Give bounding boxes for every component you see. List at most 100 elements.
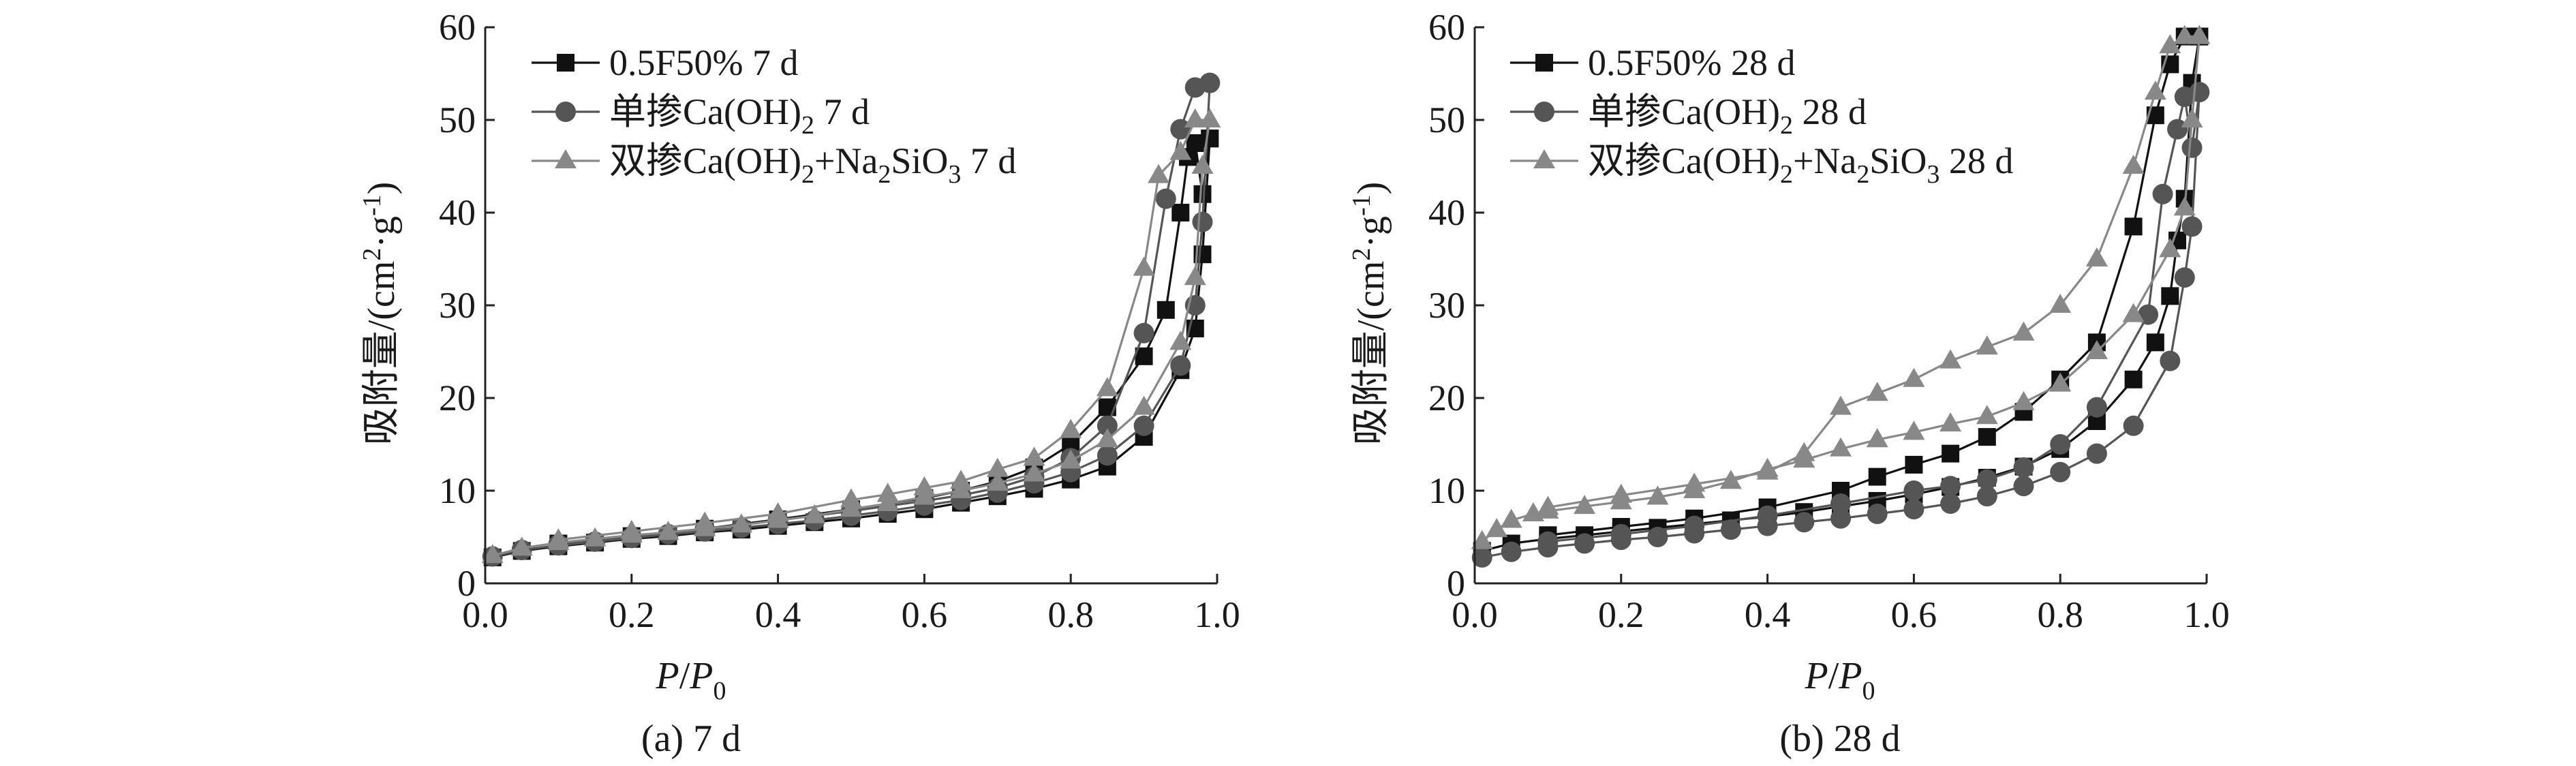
panel-a-square-desorption-point	[1171, 204, 1190, 221]
legend-text-part: SiO	[1869, 140, 1927, 181]
panel-a-y-axis-title-sup1: 2	[358, 248, 386, 261]
panel-b-circle-desorption-point	[2152, 183, 2173, 204]
panel-b-legend-label: 0.5F50% 28 d	[1588, 42, 1796, 83]
panel-b-circle-desorption-point	[1757, 505, 1778, 526]
legend-subscript: 2	[801, 111, 814, 140]
panel-a-legend: 0.5F50% 7 d 单掺Ca(OH)2 7 d双掺Ca(OH)2+Na2SiO…	[532, 42, 1016, 189]
panel-b-legend-label: 单掺Ca(OH)2 28 d	[1588, 91, 1867, 140]
panel-b-triangle-desorption-point	[2144, 80, 2166, 100]
legend-text-part: +Na	[1793, 140, 1856, 181]
panel-b-triangle-adsorption-point	[2159, 238, 2181, 258]
panel-a-y-tick-label: 40	[439, 192, 476, 233]
panel-b-legend-marker	[1534, 102, 1554, 122]
legend-text-part: 单掺Ca(OH)	[609, 91, 801, 132]
panel-b-triangle-desorption-point	[1830, 395, 1852, 415]
panel-a-triangle-adsorption-point	[1023, 462, 1045, 482]
legend-text-part: 7 d	[961, 140, 1016, 181]
panel-a-legend-marker	[555, 149, 577, 168]
panel-a-legend-entry: 0.5F50% 7 d	[532, 42, 799, 83]
panel-a-triangle-adsorption-point	[1133, 395, 1155, 415]
panel-b-triangle-adsorption-point	[2049, 372, 2072, 392]
panel-b-triangle-desorption-point	[2173, 25, 2196, 44]
legend-subscript: 2	[1780, 111, 1793, 140]
panel-a-legend-entry: 双掺Ca(OH)2+Na2SiO3 7 d	[532, 140, 1016, 189]
panel-a-y-axis-title-main: 吸附量/(cm	[361, 261, 403, 446]
panel-a-triangle-adsorption-point	[1184, 266, 1206, 286]
panel-b-triangle-desorption-point	[1866, 382, 1888, 401]
panel-b-triangle-adsorption-point	[1866, 428, 1888, 448]
panel-a-triangle-desorption-point	[1060, 418, 1082, 438]
legend-subscript: 3	[1927, 160, 1939, 189]
panel-b-triangle-desorption-point	[2122, 155, 2145, 174]
legend-text-part: 0.5F50% 28 d	[1588, 42, 1796, 83]
legend-subscript: 2	[801, 160, 814, 189]
panel-b-triangle-adsorption-point	[1976, 405, 1998, 425]
panel-b-legend-entry: 0.5F50% 28 d	[1510, 42, 1796, 83]
panel-b-triangle-adsorption-point	[1939, 412, 1962, 432]
legend-text-part: 双掺Ca(OH)	[609, 140, 801, 181]
legend-text-part: 28 d	[1939, 140, 2013, 181]
panel-b-circle-desorption-point	[2167, 119, 2188, 140]
panel-a-legend-entry: 单掺Ca(OH)2 7 d	[532, 91, 870, 140]
panel-b-circle-desorption-point	[1830, 493, 1851, 515]
panel-b-triangle-adsorption-point	[1486, 518, 1508, 538]
panel-a-triangle-adsorption-point	[1060, 449, 1082, 469]
panel-b-triangle-desorption-point	[1756, 460, 1779, 480]
panel-b-y-tick-label: 60	[1428, 7, 1465, 48]
panel-b-circle-desorption-point	[2174, 87, 2195, 107]
panel-b-triangle-desorption-point	[1683, 472, 1706, 492]
panel-b-circle-adsorption-point	[1647, 527, 1668, 547]
panel-a-triangle-desorption-point	[876, 482, 899, 502]
panel-a-y-tick-label: 10	[439, 470, 476, 511]
panel-a-square-desorption-point	[1193, 185, 1212, 203]
panel-a-triangle-adsorption-point	[803, 504, 826, 523]
panel-a-triangle-adsorption-point	[657, 521, 679, 540]
panel-b-circle-desorption-point	[2086, 397, 2107, 418]
panel-b-triangle-adsorption-point	[2085, 340, 2108, 359]
panel-b-circle-desorption-point	[1610, 523, 1631, 545]
panel-b-circle-adsorption-point	[2086, 443, 2107, 464]
panel-b-triangle-adsorption-point	[1719, 470, 1742, 489]
panel-b-x-axis-title-slash: /	[1828, 655, 1839, 697]
panel-a-legend-label: 单掺Ca(OH)2 7 d	[609, 91, 870, 140]
panel-b-y-tick-label: 10	[1428, 470, 1465, 511]
legend-text-part: 28 d	[1793, 91, 1867, 132]
panel-b-triangle-adsorption-point	[1903, 420, 1925, 440]
panel-b-triangle-adsorption-point	[1646, 485, 1669, 505]
panel-a-triangle-adsorption-point	[1169, 331, 1192, 350]
panel-a-triangle-desorption-point	[767, 502, 789, 521]
panel-b-circle-adsorption-point	[1471, 547, 1492, 568]
panel-b-x-tick-label: 1.0	[2183, 594, 2230, 635]
panel-a-circle-desorption-point	[1184, 77, 1206, 98]
panel-b-circle-adsorption-point	[1794, 512, 1815, 533]
panel-a-triangle-adsorption-point	[584, 527, 607, 547]
panel-a-triangle-desorption-point	[840, 488, 862, 508]
panel-a-triangle-adsorption-point	[986, 472, 1009, 491]
panel-b-triangle-desorption-point	[2049, 294, 2072, 313]
panel-a-y-axis-title-end: )	[361, 182, 403, 195]
panel-a-circle-adsorption-point	[1097, 445, 1118, 466]
panel-b-triangle-desorption-point	[1939, 349, 1962, 369]
panel-b-triangle-desorption-point	[1537, 495, 1559, 515]
panel-a-x-axis-title: P/P0	[656, 655, 726, 705]
panel-b-y-tick-label: 20	[1428, 378, 1465, 418]
legend-subscript: 2	[1856, 160, 1869, 189]
panel-b-square-adsorption-point	[2146, 333, 2164, 352]
panel-b-triangle-adsorption-point	[1574, 495, 1596, 515]
panel-b-triangle-desorption-point	[1610, 483, 1632, 503]
panel-a-x-axis-title-p0: P	[689, 655, 713, 697]
panel-b-circle-desorption-point	[1976, 469, 1997, 490]
panel-b-triangle-adsorption-point	[1471, 530, 1493, 549]
panel-b-triangle-desorption-point	[2159, 34, 2181, 54]
panel-a-x-tick-label: 0.0	[462, 594, 508, 635]
panel-b-y-axis-title-mid: ·g	[1350, 216, 1392, 248]
panel-b-triangle-desorption-point	[1903, 367, 1925, 387]
panel-b-triangle-adsorption-point	[1830, 437, 1852, 457]
panel-b-triangle-adsorption-point	[2012, 390, 2035, 410]
panel-b-axes: 0 10 20 30 40 50 60 0.0 0.2 0.4 0.6 0.8 1.0	[1428, 7, 2230, 635]
panel-b-x-axis-title: P/P0	[1805, 655, 1875, 705]
panel-a-triangle-adsorption-point	[481, 544, 504, 564]
panel-a-y-axis-title: 吸附量/(cm2·g-1)	[358, 182, 403, 446]
panel-a-triangle-adsorption-point	[1191, 155, 1214, 174]
